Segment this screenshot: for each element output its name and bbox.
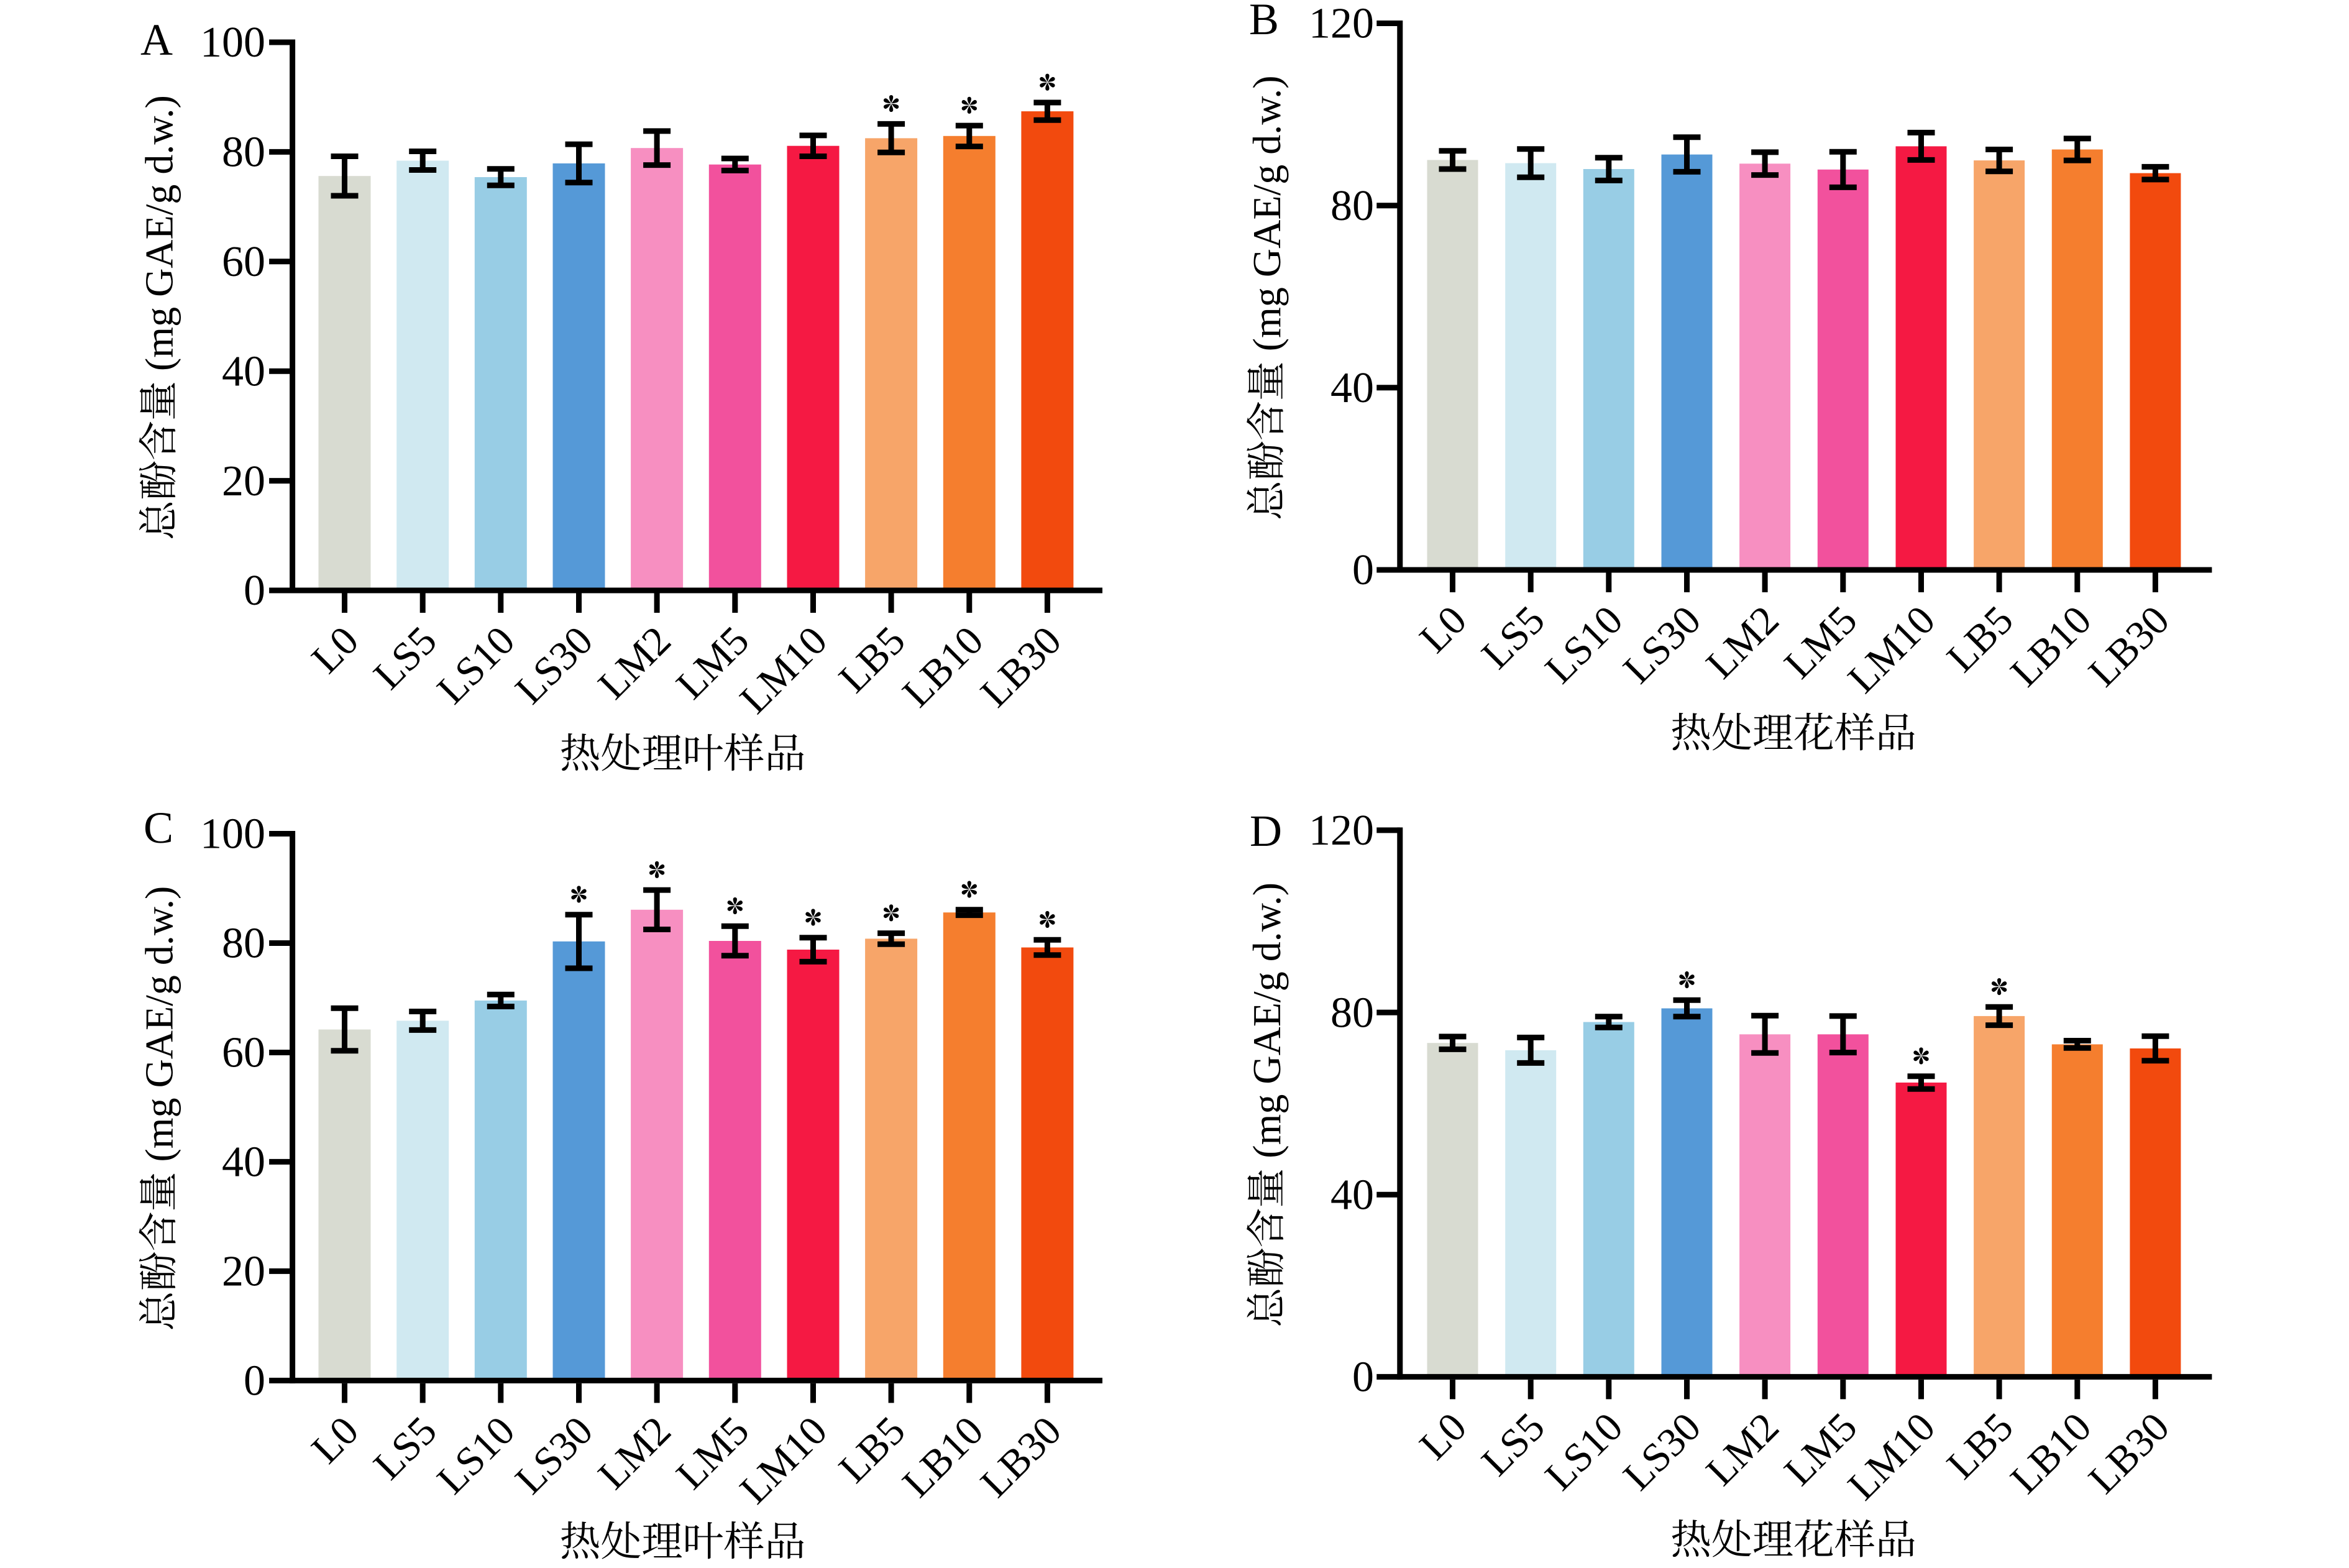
- svg-text:(mg GAE/g d.w.): (mg GAE/g d.w.): [1245, 883, 1289, 1158]
- svg-text:(mg GAE/g d.w.): (mg GAE/g d.w.): [1245, 75, 1289, 351]
- svg-text:60: 60: [222, 1029, 265, 1077]
- svg-text:20: 20: [222, 457, 265, 505]
- svg-text:B: B: [1249, 0, 1279, 44]
- svg-text:120: 120: [1309, 0, 1374, 48]
- svg-text:D: D: [1250, 806, 1282, 856]
- svg-text:20: 20: [222, 1248, 265, 1296]
- svg-text:A: A: [140, 15, 173, 65]
- svg-text:120: 120: [1309, 807, 1374, 855]
- svg-text:0: 0: [244, 1357, 265, 1405]
- svg-text:80: 80: [222, 129, 265, 177]
- svg-text:C: C: [144, 803, 173, 853]
- svg-text:100: 100: [200, 19, 265, 66]
- svg-text:80: 80: [1330, 989, 1374, 1037]
- svg-text:0: 0: [1352, 546, 1374, 594]
- svg-text:60: 60: [222, 238, 265, 286]
- svg-text:(mg GAE/g d.w.): (mg GAE/g d.w.): [137, 886, 181, 1162]
- svg-text:80: 80: [222, 920, 265, 968]
- svg-text:0: 0: [244, 567, 265, 615]
- svg-text:(mg GAE/g d.w.): (mg GAE/g d.w.): [137, 95, 181, 371]
- svg-text:100: 100: [200, 810, 265, 858]
- svg-text:40: 40: [1330, 1171, 1374, 1219]
- svg-text:0: 0: [1352, 1354, 1374, 1401]
- svg-text:40: 40: [1330, 364, 1374, 412]
- svg-text:40: 40: [222, 347, 265, 395]
- svg-text:80: 80: [1330, 182, 1374, 230]
- svg-text:40: 40: [222, 1139, 265, 1186]
